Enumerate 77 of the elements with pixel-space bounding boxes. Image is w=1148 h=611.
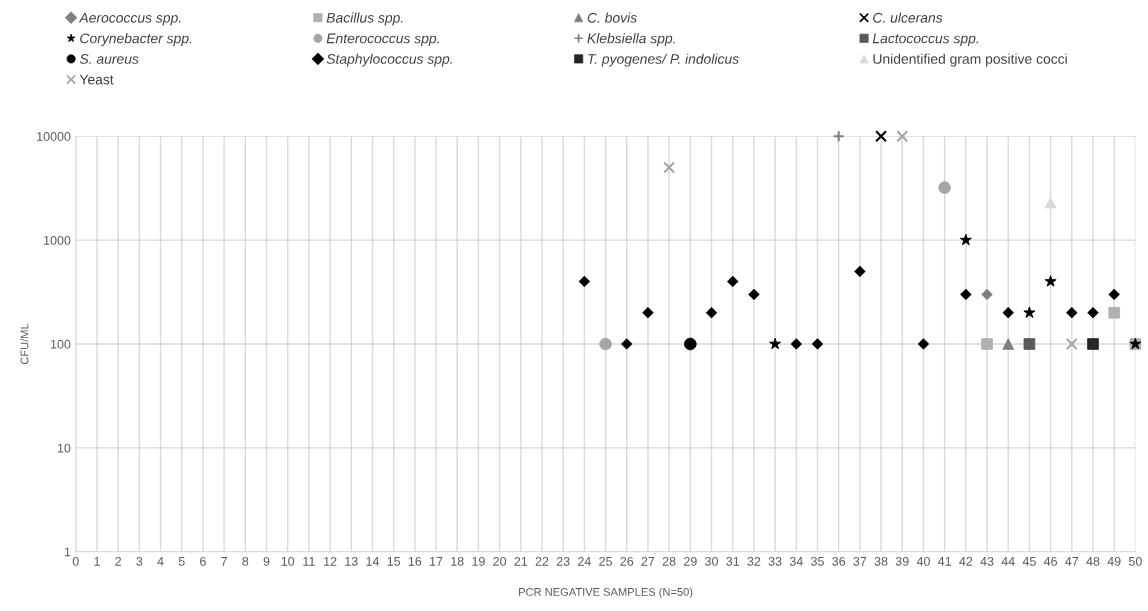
y-tick-label: 100 [51, 339, 71, 349]
y-tick-label: 10000 [37, 132, 71, 141]
x-tick-label: 22 [535, 556, 549, 566]
x-tick-label: 36 [832, 556, 846, 566]
legend-label: Klebsiella spp. [587, 33, 675, 47]
x-tick-label: 44 [1001, 557, 1015, 566]
x-tick-label: 17 [430, 557, 443, 566]
point [875, 130, 888, 143]
y-tick-label: 1 [64, 547, 71, 557]
y-tick-label: 10 [57, 443, 71, 453]
x-tick-label: 50 [1128, 556, 1142, 566]
x-tick-label: 27 [641, 556, 655, 566]
x-tick-label: 8 [242, 556, 249, 566]
point [578, 275, 591, 288]
x-tick-label: 10 [281, 556, 295, 566]
y-axis-title: CFU/ML [20, 323, 29, 365]
x-tick-label: 31 [726, 556, 740, 566]
legend-label: Bacillus spp. [326, 12, 403, 26]
x-tick-label: 40 [916, 556, 930, 566]
x-tick-label: 28 [662, 556, 676, 566]
x-tick-label: 18 [451, 556, 464, 566]
x-tick-label: 45 [1022, 557, 1036, 566]
x-tick-label: 20 [493, 556, 507, 566]
x-tick-label: 46 [1043, 556, 1058, 566]
x-tick-label: 12 [324, 556, 337, 566]
x-tick-label: 33 [768, 556, 782, 566]
x-tick-label: 4 [157, 557, 164, 566]
x-tick-label: 29 [684, 556, 697, 566]
legend-label: Lactococcus spp. [872, 33, 979, 47]
x-tick-label: 6 [200, 556, 206, 566]
legend-label: Unidentified gram positive cocci [873, 53, 1067, 67]
x-tick-label: 13 [345, 556, 358, 566]
legend-label: C. ulcerans [873, 12, 943, 23]
x-tick-label: 39 [895, 556, 909, 566]
x-tick-label: 35 [811, 556, 824, 566]
legend-label: Corynebacter spp. [80, 33, 192, 47]
x-tick-label: 5 [178, 557, 185, 566]
x-tick-label: 43 [980, 556, 994, 566]
x-tick-label: 37 [853, 556, 867, 566]
legend-label: Staphylococcus spp. [326, 53, 452, 67]
legend-label: Enterococcus spp. [326, 33, 439, 47]
legend-label: Yeast [79, 74, 114, 85]
x-tick-label: 24 [578, 556, 591, 566]
legend-label: S. aureus [79, 54, 139, 64]
legend-label: T. pyogenes/ P. indolicus [588, 53, 739, 67]
x-tick-label: 30 [705, 556, 718, 566]
x-tick-label: 14 [366, 557, 380, 566]
x-tick-label: 16 [408, 556, 422, 566]
x-tick-label: 38 [874, 556, 888, 566]
x-tick-label: 0 [72, 556, 79, 566]
x-tick-label: 42 [959, 556, 973, 566]
x-tick-label: 47 [1065, 557, 1079, 566]
x-tick-label: 41 [937, 557, 951, 566]
x-tick-label: 11 [303, 557, 315, 566]
x-axis-title: PCR NEGATIVE SAMPLES (N=50) [519, 587, 693, 599]
x-tick-label: 32 [747, 556, 761, 566]
x-tick-label: 7 [221, 557, 227, 566]
x-tick-label: 15 [387, 557, 401, 566]
x-tick-label: 1 [94, 557, 100, 566]
x-tick-label: 21 [514, 556, 528, 566]
x-tick-label: 25 [599, 556, 612, 566]
x-tick-label: 2 [115, 556, 121, 566]
x-tick-label: 49 [1107, 556, 1121, 566]
x-tick-label: 9 [263, 556, 270, 566]
legend-label: Aerococcus spp. [78, 13, 181, 26]
legend-label: C. bovis [587, 12, 637, 23]
x-tick-label: 3 [136, 556, 143, 566]
x-tick-label: 48 [1086, 556, 1100, 566]
x-tick-label: 34 [789, 556, 803, 566]
x-tick-label: 23 [556, 556, 570, 566]
y-tick-label: 1000 [44, 235, 71, 245]
point [663, 161, 676, 174]
point [896, 130, 909, 143]
point [832, 130, 845, 143]
x-tick-label: 26 [620, 556, 634, 566]
point [1065, 338, 1078, 350]
x-tick-label: 19 [472, 556, 485, 566]
